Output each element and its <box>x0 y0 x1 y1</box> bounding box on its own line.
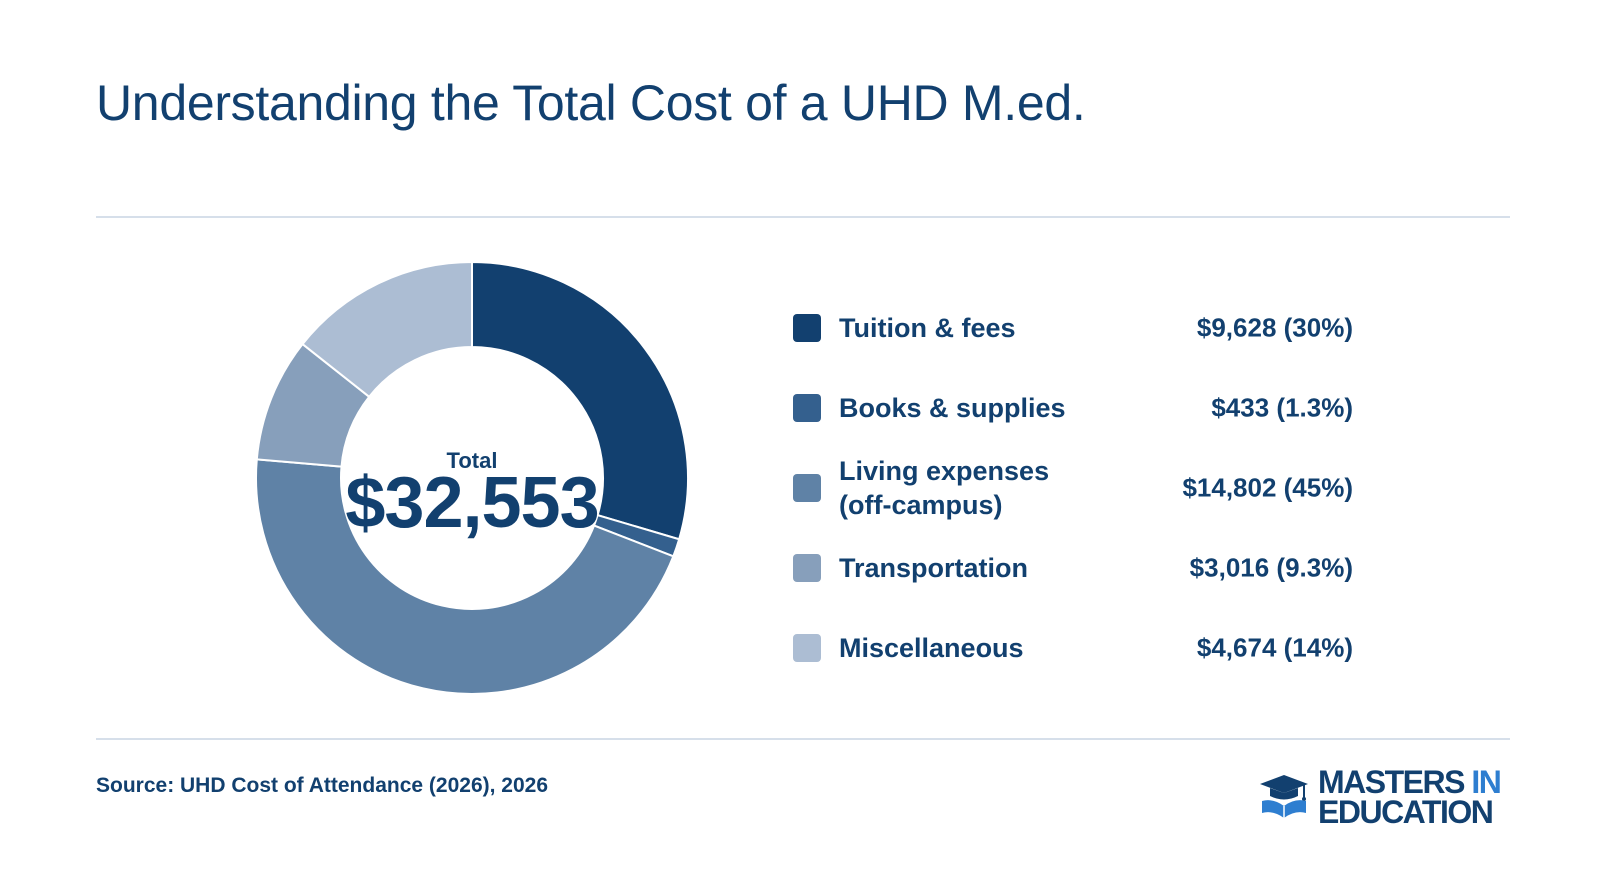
legend-item-transportation: Transportation $3,016 (9.3%) <box>793 528 1353 608</box>
legend-swatch <box>793 394 821 422</box>
graduation-cap-book-icon <box>1260 775 1308 818</box>
masters-in-education-logo: MASTERS IN EDUCATION <box>1258 764 1510 830</box>
legend-label: Transportation <box>839 553 1029 583</box>
logo-text-education: EDUCATION <box>1318 794 1494 830</box>
top-divider <box>96 216 1510 218</box>
bottom-divider <box>96 738 1510 740</box>
legend-item-tuition: Tuition & fees $9,628 (30%) <box>793 288 1353 368</box>
legend-swatch <box>793 474 821 502</box>
legend-label: Tuition & fees <box>839 313 1016 343</box>
legend: Tuition & fees $9,628 (30%) Books & supp… <box>793 288 1353 688</box>
donut-slice-tuition <box>471 260 689 541</box>
legend-value: $14,802 (45%) <box>1182 472 1353 503</box>
legend-item-living: Living expenses (off-campus) $14,802 (45%… <box>793 448 1353 528</box>
donut-center-total: $32,553 <box>345 463 599 543</box>
page-title: Understanding the Total Cost of a UHD M.… <box>96 75 1086 131</box>
legend-label: Books & supplies <box>839 393 1066 423</box>
legend-item-books: Books & supplies $433 (1.3%) <box>793 368 1353 448</box>
legend-label: Living expenses (off-campus) <box>839 456 1050 520</box>
legend-swatch <box>793 554 821 582</box>
logo-text-masters: MASTERS <box>1318 764 1465 800</box>
donut-chart <box>255 260 689 695</box>
legend-value: $4,674 (14%) <box>1196 632 1353 663</box>
logo-text-in: IN <box>1471 764 1502 800</box>
legend-label: Miscellaneous <box>839 633 1024 663</box>
donut-slice-miscellaneous <box>301 260 473 399</box>
legend-value: $433 (1.3%) <box>1211 392 1353 423</box>
donut-slice-living <box>255 458 675 695</box>
legend-item-miscellaneous: Miscellaneous $4,674 (14%) <box>793 608 1353 688</box>
donut-center-label: Total <box>446 448 498 473</box>
legend-value: $9,628 (30%) <box>1196 312 1353 343</box>
legend-swatch <box>793 634 821 662</box>
legend-swatch <box>793 314 821 342</box>
legend-value: $3,016 (9.3%) <box>1189 552 1353 583</box>
source-note: Source: UHD Cost of Attendance (2026), 2… <box>96 774 549 797</box>
